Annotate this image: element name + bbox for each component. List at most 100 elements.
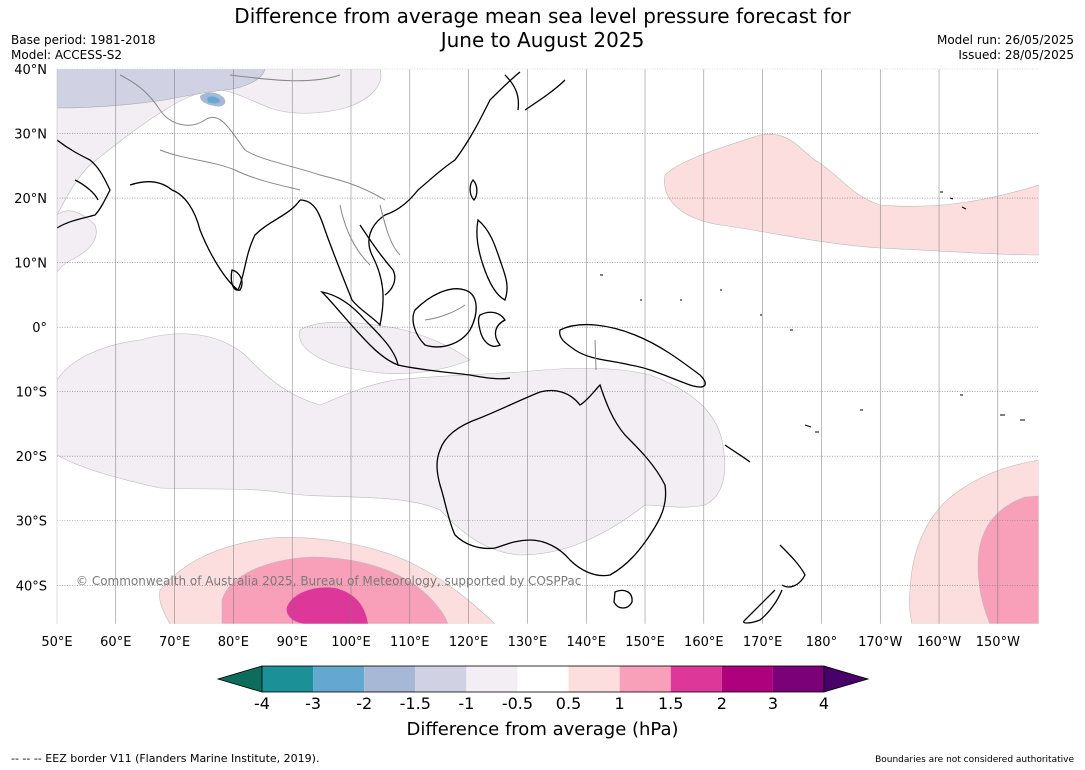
latitude-label: 30°N [14, 128, 47, 143]
latitude-labels: 40°N 30°N 20°N 10°N 0° 10°S 20°S 30°S 40°S [14, 63, 47, 594]
colorbar-tick-label: -2 [356, 694, 373, 713]
colorbar-tick-label: -3 [305, 694, 322, 713]
longitude-label: 100°E [331, 635, 371, 650]
map-title: Difference from average mean sea level p… [0, 4, 1085, 52]
islands-hawaii [940, 191, 967, 210]
model-run: Model run: 26/05/2025 [936, 33, 1074, 47]
latitude-label: 0° [32, 321, 47, 336]
coast-indochina [359, 224, 396, 296]
longitude-label: 160°W [917, 635, 961, 650]
anomaly-region-pos-half-north-pacific [664, 133, 1039, 256]
colorbar-tick-label: 1 [614, 694, 625, 713]
colorbar-tick-label: 1.5 [657, 694, 684, 713]
anomaly-region-pos-2-southwest [286, 587, 368, 624]
colorbar-tick-label: -4 [254, 694, 270, 713]
coast-java [397, 364, 511, 380]
longitude-label: 110°E [390, 635, 430, 650]
colorbar-segment [517, 666, 569, 692]
coast-middle-east [57, 139, 111, 229]
latitude-label: 20°S [16, 450, 47, 465]
longitude-label: 160°E [684, 635, 724, 650]
coast-new-guinea [559, 323, 706, 388]
anomaly-region-neg-3-himalaya [207, 96, 220, 104]
longitude-label: 170°E [743, 635, 783, 650]
border-central-asia [119, 74, 386, 201]
border-borneo [424, 304, 466, 321]
colorbar-tick-label: -0.5 [501, 694, 534, 713]
longitude-label: 120°E [449, 635, 489, 650]
longitude-label: 80°E [218, 635, 249, 650]
border-indochina [339, 204, 401, 266]
pressure-map: 40°N 30°N 20°N 10°N 0° 10°S 20°S 30°S 40°S 50°E 6… [14, 63, 1040, 650]
coast-sulawesi [477, 311, 506, 347]
longitude-label: 140°E [566, 635, 606, 650]
colorbar-tick-label: 2 [716, 694, 727, 713]
longitude-label: 150°W [976, 635, 1020, 650]
latitude-label: 40°N [14, 63, 47, 78]
colorbar-segment [670, 666, 722, 692]
disclaimer-note: Boundaries are not considered authoritat… [875, 755, 1074, 765]
base-period: Base period: 1981-2018 [11, 33, 156, 47]
longitude-labels: 50°E 60°E 70°E 80°E 90°E 100°E 110°E 120°E 130°E… [41, 635, 1020, 650]
coast-borneo [412, 288, 477, 348]
longitude-label: 170°W [858, 635, 902, 650]
title-line-2: June to August 2025 [440, 28, 645, 52]
coast-taiwan [469, 179, 478, 201]
coastlines [57, 71, 806, 624]
longitude-label: 70°E [159, 635, 190, 650]
coast-korea-japan [504, 74, 566, 111]
model-info: Base period: 1981-2018 Model: ACCESS-S2 [11, 33, 156, 63]
longitude-label: 60°E [100, 635, 131, 650]
colorbar-tick-label: -1.5 [399, 694, 431, 713]
coast-australia [436, 383, 667, 577]
colorbar-tick-label: 3 [767, 694, 778, 713]
latitude-label: 30°S [16, 515, 47, 530]
coast-persian-gulf [74, 179, 99, 201]
colorbar-segments [216, 665, 870, 693]
colorbar-frame [261, 665, 825, 693]
longitude-label: 90°E [277, 635, 308, 650]
colorbar-segment [364, 666, 416, 692]
anomaly-region-neg-half-arabia [57, 210, 97, 273]
colorbar-segment [721, 666, 773, 692]
latitude-label: 20°N [14, 192, 47, 207]
coast-new-zealand-north [779, 544, 806, 588]
colorbar-over-arrow [823, 665, 870, 693]
country-borders [119, 74, 597, 371]
colorbar-segment [568, 666, 620, 692]
border-india [159, 149, 301, 191]
colorbar-segment [262, 666, 314, 692]
colorbar-tick-label: -1 [458, 694, 475, 713]
coast-philippines [476, 218, 508, 301]
longitude-label: 180° [806, 635, 837, 650]
border-new-guinea [594, 339, 597, 371]
latitude-label: 10°N [14, 257, 47, 272]
map-frame [56, 68, 1040, 625]
title-line-1: Difference from average mean sea level p… [234, 4, 851, 28]
islands-fiji [804, 394, 1025, 433]
coast-new-zealand-south [743, 589, 783, 624]
eez-note: -- -- -- EEZ border V11 (Flanders Marine… [11, 752, 320, 765]
coast-pakistan [129, 181, 173, 191]
colorbar-segment [415, 666, 467, 692]
border-mongolia [229, 74, 341, 82]
anomaly-region-neg-1-central-asia [57, 69, 266, 109]
copyright-text: © Commonwealth of Australia 2025, Bureau… [76, 574, 581, 588]
coast-sumatra [320, 290, 399, 367]
colorbar-tick-label: 0.5 [555, 694, 582, 713]
longitude-label: 50°E [41, 635, 72, 650]
colorbar-title: Difference from average (hPa) [406, 719, 679, 740]
issue-info: Model run: 26/05/2025 Issued: 28/05/2025 [937, 33, 1074, 63]
coast-bay-of-bengal-east [299, 71, 521, 327]
anomaly-region-neg-half-equator [299, 321, 471, 374]
colorbar-segment [619, 666, 671, 692]
longitude-label: 130°E [508, 635, 548, 650]
colorbar-segment [313, 666, 365, 692]
coast-sri-lanka [230, 269, 243, 291]
model-name: Model: ACCESS-S2 [11, 48, 123, 62]
colorbar [216, 665, 870, 693]
anomaly-region-neg-half-south [57, 333, 726, 556]
coast-new-caledonia [724, 444, 751, 463]
pacific-islands [600, 191, 1025, 433]
islands-micronesia [600, 274, 793, 331]
